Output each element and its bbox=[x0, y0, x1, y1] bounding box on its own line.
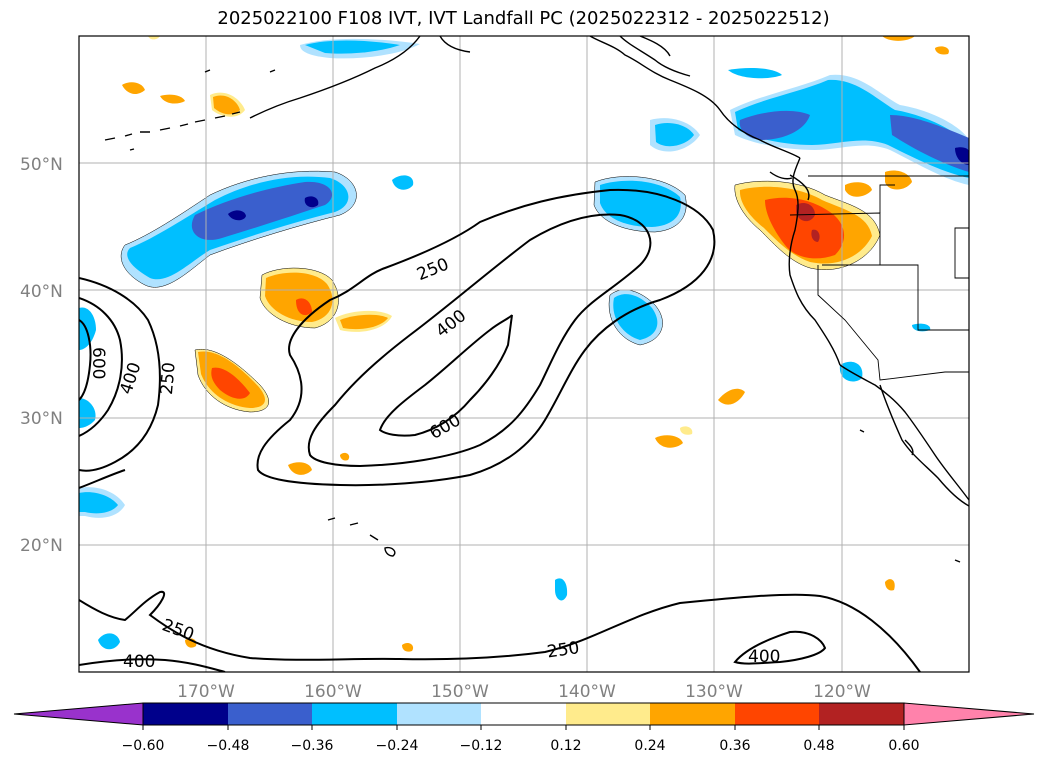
lon-tick-labels: 170°W 160°W 150°W 140°W 130°W 120°W bbox=[177, 682, 871, 702]
lon-tick-label: 170°W bbox=[177, 682, 235, 702]
colorbar-segment bbox=[228, 703, 312, 725]
colorbar-tick-label: −0.36 bbox=[291, 738, 334, 754]
lat-tick-label: 30°N bbox=[20, 409, 63, 429]
map-frame bbox=[78, 35, 970, 673]
lon-tick-label: 130°W bbox=[685, 682, 743, 702]
ivt-contours bbox=[79, 188, 921, 672]
colorbar-tick-label: −0.60 bbox=[122, 738, 165, 754]
colorbar-tick-label: 0.36 bbox=[719, 738, 750, 754]
negative-anomaly-region-pacific-northwest bbox=[730, 74, 969, 185]
colorbar-tick-label: −0.48 bbox=[207, 738, 250, 754]
colorbar-tick-label: 0.48 bbox=[803, 738, 834, 754]
lat-tick-labels: 50°N 40°N 30°N 20°N bbox=[20, 155, 63, 556]
contour-label: 400 bbox=[748, 647, 780, 667]
lon-tick-label: 160°W bbox=[304, 682, 362, 702]
coastlines bbox=[104, 36, 969, 563]
negative-anomaly-region-west-pacific bbox=[121, 171, 357, 288]
contour-label: 250 bbox=[157, 361, 180, 395]
lat-tick-label: 50°N bbox=[20, 155, 63, 175]
colorbar-segment bbox=[312, 703, 397, 725]
lon-tick-label: 120°W bbox=[813, 682, 871, 702]
colorbar-tick-label: 0.60 bbox=[888, 738, 919, 754]
colorbar-segment bbox=[566, 703, 650, 725]
colorbar: −0.60 −0.48 −0.36 −0.24 −0.12 0.12 0.24 … bbox=[13, 702, 1035, 754]
lon-tick-label: 150°W bbox=[431, 682, 489, 702]
lat-tick-label: 40°N bbox=[20, 282, 63, 302]
negative-anomaly-region-aleutians bbox=[300, 38, 420, 59]
colorbar-tick-label: −0.12 bbox=[460, 738, 503, 754]
colorbar-tick-label: −0.24 bbox=[376, 738, 419, 754]
map-title: 2025022100 F108 IVT, IVT Landfall PC (20… bbox=[217, 8, 830, 29]
colorbar-tick-label: 0.12 bbox=[550, 738, 581, 754]
colorbar-segment bbox=[143, 703, 228, 725]
lat-tick-label: 20°N bbox=[20, 536, 63, 556]
contour-label: 600 bbox=[88, 347, 108, 379]
colorbar-segment bbox=[397, 703, 481, 725]
colorbar-extend-high bbox=[903, 702, 1035, 726]
negative-anomaly-region-west-edge bbox=[79, 307, 125, 650]
colorbar-tick-label: 0.24 bbox=[634, 738, 665, 754]
contour-label: 250 bbox=[546, 638, 581, 662]
colorbar-extend-low bbox=[13, 702, 144, 726]
colorbar-segment bbox=[735, 703, 819, 725]
anomaly-outlines bbox=[120, 170, 881, 413]
positive-anomaly-region-pacific-coast bbox=[734, 170, 912, 270]
colorbar-segment bbox=[650, 703, 735, 725]
colorbar-segment bbox=[819, 703, 904, 725]
positive-anomaly-region-central-pacific bbox=[122, 36, 949, 652]
colorbar-segment bbox=[481, 703, 566, 725]
graticule bbox=[79, 36, 969, 672]
contour-label: 400 bbox=[123, 652, 155, 672]
lon-tick-label: 140°W bbox=[558, 682, 616, 702]
political-borders bbox=[789, 175, 969, 381]
